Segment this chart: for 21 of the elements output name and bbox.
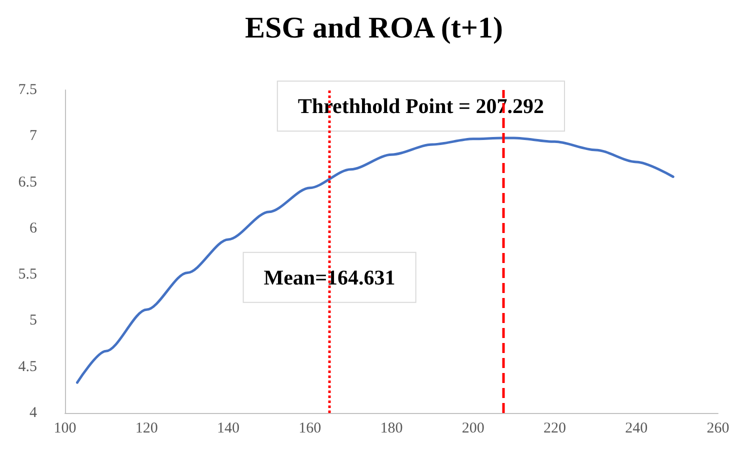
y-tick-label: 6 — [30, 220, 38, 236]
chart-title: ESG and ROA (t+1) — [245, 12, 503, 44]
x-tick-label: 180 — [380, 420, 403, 436]
x-tick-label: 240 — [625, 420, 648, 436]
y-tick-label: 4.5 — [18, 358, 37, 375]
line-series — [76, 136, 674, 384]
y-tick-label: 5.5 — [18, 266, 37, 283]
y-tick-label: 7 — [30, 128, 38, 144]
x-tick-label: 140 — [217, 420, 240, 436]
ref-line-label: Threthhold Point = 207.292 — [298, 94, 544, 118]
x-tick-label: 260 — [706, 420, 730, 436]
y-tick-label: 7.5 — [18, 82, 37, 98]
y-tick-label: 6.5 — [18, 174, 37, 190]
x-tick-label: 220 — [544, 420, 566, 436]
y-tick-label: 5 — [30, 312, 37, 329]
y-tick-label: 4 — [30, 405, 38, 421]
x-tick-label: 100 — [54, 420, 76, 436]
x-tick-label: 120 — [135, 420, 158, 436]
x-tick-label: 160 — [298, 420, 322, 436]
ref-line-label: Mean=164.631 — [264, 265, 396, 290]
x-tick-label: 200 — [462, 420, 484, 436]
